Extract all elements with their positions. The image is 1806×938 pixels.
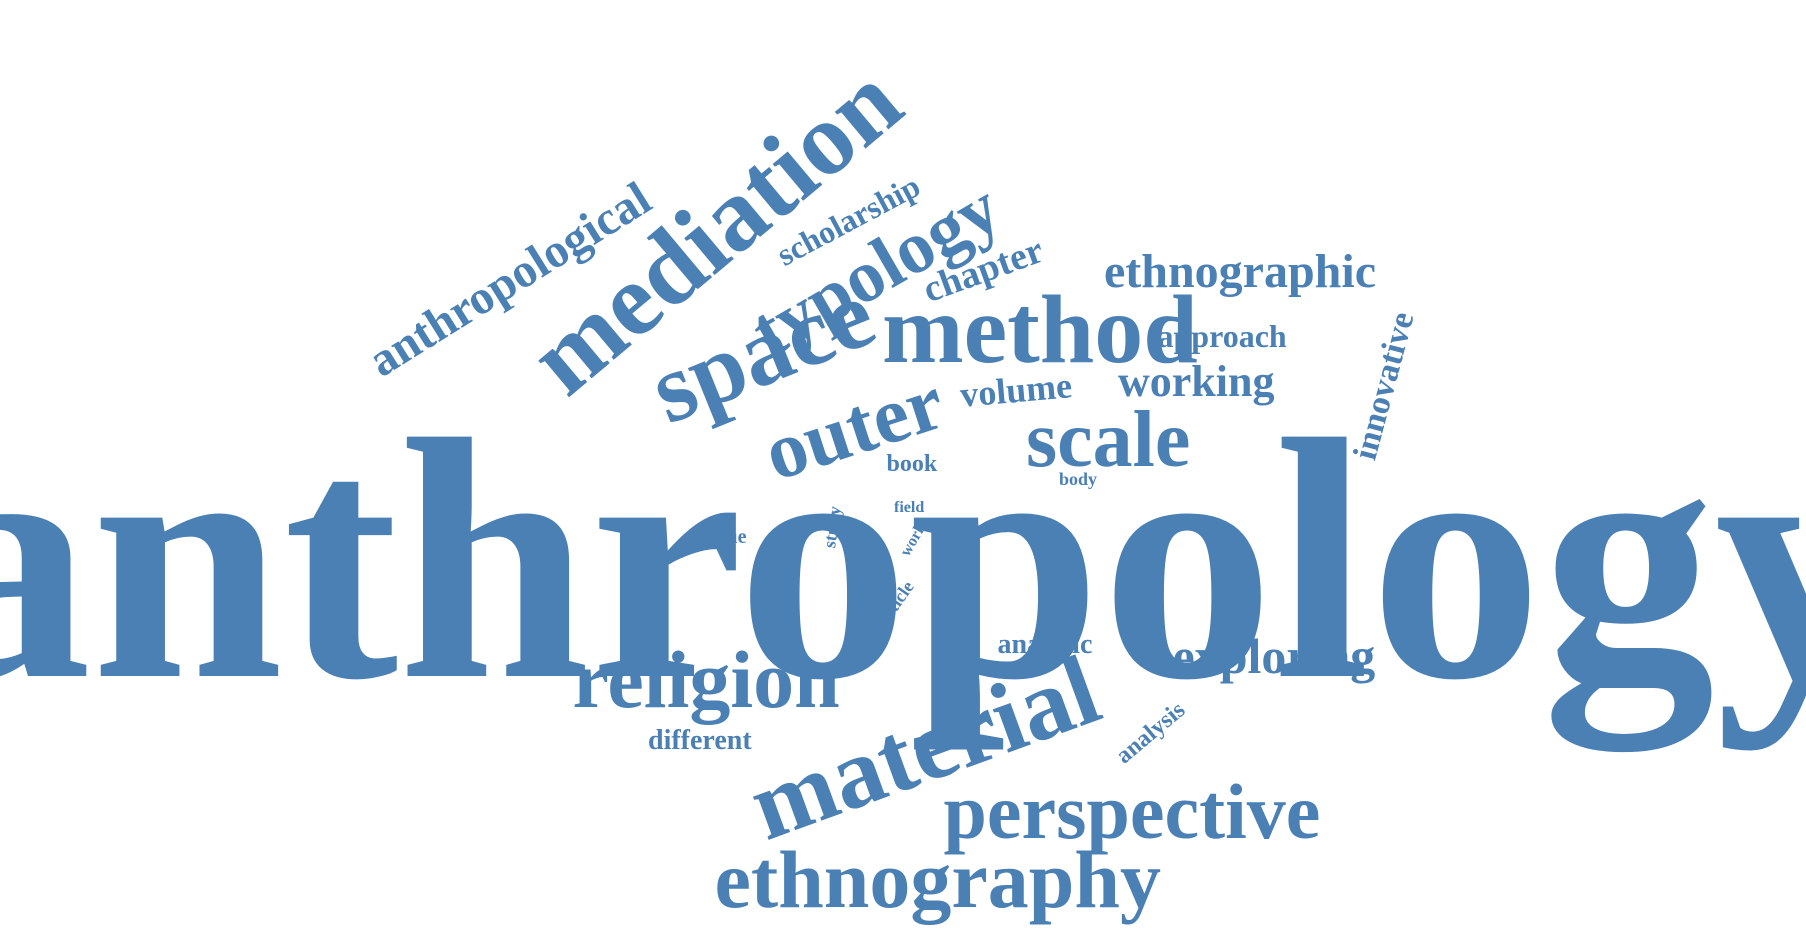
word-book: book <box>886 451 938 477</box>
word-exploring: exploring <box>1172 628 1376 684</box>
word-value: value <box>701 526 747 548</box>
word-different: different <box>648 725 752 756</box>
word-analytic: analytic <box>997 629 1093 660</box>
word-volume: volume <box>958 365 1074 415</box>
word-ethnography: ethnography <box>714 834 1162 925</box>
word-ethnographic: ethnographic <box>1104 245 1377 298</box>
word-scale: scale <box>1026 396 1191 484</box>
word-working: working <box>1118 357 1275 406</box>
word-religion: religion <box>572 634 840 725</box>
word-approach: approach <box>1157 318 1287 354</box>
word-body: body <box>1059 469 1098 489</box>
word-anthropology: anthropology <box>0 368 1806 751</box>
word-method: method <box>882 276 1198 384</box>
word-perspective: perspective <box>943 768 1321 855</box>
word-field: field <box>894 499 925 516</box>
